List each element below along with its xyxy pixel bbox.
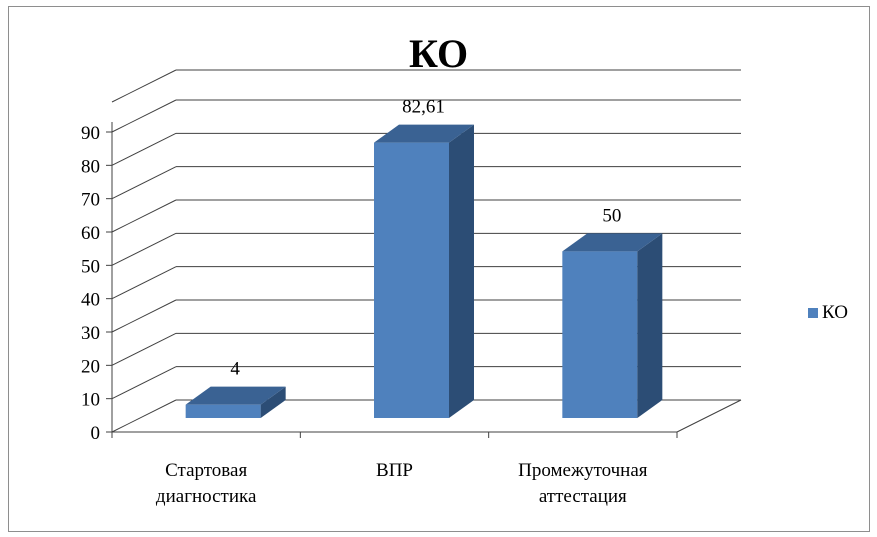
chart-title: КО xyxy=(408,31,469,76)
bar-top xyxy=(374,124,474,143)
bar-front xyxy=(562,251,638,418)
floor-edge xyxy=(676,399,742,433)
data-label: 4 xyxy=(230,359,240,380)
gridline-side xyxy=(111,232,177,266)
gridline-side xyxy=(111,166,177,200)
y-tick-label: 70 xyxy=(81,190,100,211)
gridline-side xyxy=(111,299,177,333)
legend-swatch xyxy=(808,308,818,318)
bar-top xyxy=(185,386,286,405)
x-tick-label: аттестация xyxy=(539,486,627,507)
y-tick-label: 80 xyxy=(81,156,100,177)
x-tick-label: Промежуточная xyxy=(518,460,648,481)
y-tick-label: 90 xyxy=(81,123,100,144)
gridline-side xyxy=(111,399,177,433)
bar-side xyxy=(449,124,474,418)
bar-side xyxy=(637,233,663,418)
gridline-side xyxy=(111,199,177,233)
gridline-side xyxy=(111,266,177,300)
y-tick-label: 20 xyxy=(81,356,100,377)
x-tick-label: ВПР xyxy=(376,460,413,481)
y-tick-label: 50 xyxy=(81,256,100,277)
bar-front xyxy=(374,142,449,418)
bar-front xyxy=(185,404,261,418)
x-tick-label: Стартовая xyxy=(165,460,247,481)
x-tick-label: диагностика xyxy=(156,486,257,507)
gridline-side xyxy=(111,69,177,103)
gridline-side xyxy=(111,366,177,400)
gridline-side xyxy=(111,132,177,166)
y-tick-label: 40 xyxy=(81,290,100,311)
y-tick-label: 60 xyxy=(81,223,100,244)
y-tick-label: 0 xyxy=(91,423,101,444)
y-tick-label: 30 xyxy=(81,323,100,344)
bar-top xyxy=(562,233,663,252)
legend-label: КО xyxy=(822,302,848,323)
data-label: 50 xyxy=(602,205,621,226)
chart-legend: КО xyxy=(808,302,848,324)
gridline-side xyxy=(111,332,177,366)
data-label: 82,61 xyxy=(402,97,445,118)
y-tick-label: 10 xyxy=(81,390,100,411)
gridline-side xyxy=(111,99,177,133)
bar-side xyxy=(260,386,286,418)
